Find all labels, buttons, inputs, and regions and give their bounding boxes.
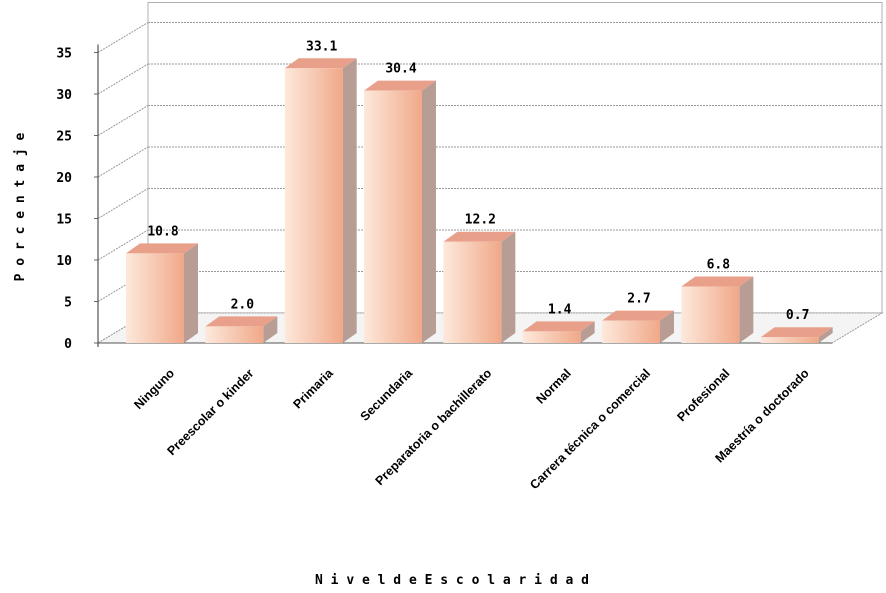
bar-top (602, 310, 674, 321)
bar-side (501, 231, 516, 343)
gridline-side (97, 229, 149, 261)
bar-side (739, 276, 754, 343)
data-label: 12.2 (465, 213, 496, 228)
bar-side (422, 80, 436, 344)
y-tick-label: 10 (56, 254, 72, 269)
bar-8 (681, 276, 754, 343)
y-tick-label: 30 (56, 88, 72, 103)
gridline-side (97, 146, 149, 178)
bar-front (760, 337, 819, 343)
data-label: 2.7 (627, 292, 650, 307)
x-axis-title: N i v e l d e E s c o l a r i d a d (315, 573, 589, 588)
y-tick-label: 5 (64, 296, 72, 311)
data-label: 33.1 (306, 39, 337, 54)
bar-top (205, 316, 278, 327)
bar-2 (205, 316, 278, 343)
bar-side (263, 316, 278, 343)
bar-front (205, 326, 264, 343)
y-tick-label: 25 (56, 130, 72, 145)
bar-front (602, 320, 660, 343)
bar-side (660, 310, 674, 343)
bar-top (443, 231, 516, 242)
bar-top (760, 327, 833, 338)
x-tick-label: Normal (533, 366, 573, 406)
gridline-side (97, 188, 149, 219)
x-tick-label: Primaria (291, 365, 337, 411)
data-label: 30.4 (385, 62, 416, 77)
bar-front (126, 253, 184, 343)
gridline-side (97, 22, 149, 53)
data-label: 10.8 (147, 224, 178, 239)
data-label: 1.4 (548, 302, 572, 317)
gridline-side (97, 105, 149, 136)
data-label: 6.8 (707, 258, 731, 273)
x-tick-label: Ninguno (131, 366, 177, 412)
bar-top (681, 276, 754, 287)
bars (126, 58, 833, 344)
bar-front (681, 286, 740, 343)
bar-4 (364, 80, 436, 344)
y-tick-label: 20 (56, 171, 72, 186)
x-tick-label: Profesional (674, 366, 732, 424)
bar-side (342, 58, 357, 344)
data-label: 2.0 (231, 297, 255, 312)
y-tick-label: 0 (64, 337, 72, 352)
bar-6 (522, 321, 595, 343)
bar-top (364, 80, 436, 91)
bar-front (364, 90, 422, 344)
bar-front (522, 331, 581, 343)
y-axis-title: P o r c e n t a j e (13, 132, 28, 281)
bar-9 (760, 327, 833, 343)
bar-5 (443, 231, 516, 343)
gridline-side (97, 63, 149, 95)
bar-front (284, 68, 343, 344)
bar-3 (284, 58, 357, 344)
bar-top (522, 321, 595, 332)
bar-side (580, 321, 595, 343)
bar-side (184, 243, 198, 343)
bar-side (818, 327, 833, 343)
x-tick-label: Preescolar o kinder (165, 366, 257, 458)
y-tick-label: 35 (56, 47, 72, 62)
bar-front (443, 241, 502, 343)
bar-top (126, 243, 198, 254)
x-tick-label: Secundaria (358, 365, 416, 423)
data-label: 0.7 (786, 308, 809, 323)
bar-1 (126, 243, 198, 343)
bar-7 (602, 310, 674, 343)
bar-top (284, 58, 357, 69)
y-tick-label: 15 (56, 213, 72, 228)
